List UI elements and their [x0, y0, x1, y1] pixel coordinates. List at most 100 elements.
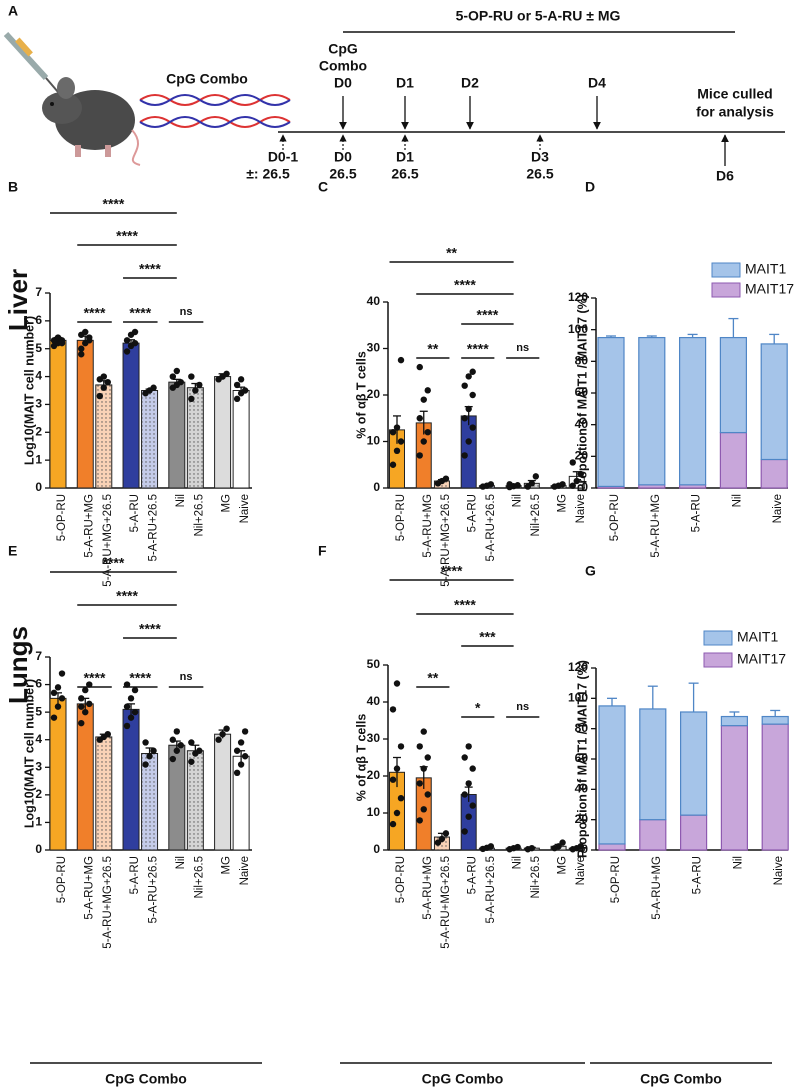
y-tick-label: 0	[373, 842, 380, 856]
data-point	[420, 396, 427, 403]
legend-label: MAIT1	[737, 629, 778, 645]
data-point	[54, 684, 62, 691]
y-tick-label: 0	[35, 480, 42, 494]
timeline-label: Combo	[319, 58, 367, 74]
panel-letter: E	[8, 543, 17, 559]
timeline-label: 26.5	[391, 166, 418, 182]
bar-segment	[719, 431, 748, 489]
x-tick-label: Naive	[773, 856, 785, 885]
panel-letter: B	[8, 179, 18, 195]
x-tick-label: Nil	[175, 494, 187, 507]
y-tick-label: 30	[367, 731, 381, 745]
bar	[95, 736, 113, 851]
bar-segment	[679, 814, 708, 851]
panel-letter: G	[585, 563, 596, 579]
x-tick-label: 5-A-RU+26.5	[485, 856, 497, 923]
y-tick-label: 10	[367, 434, 381, 448]
data-point	[393, 809, 401, 817]
panel-letter: F	[318, 543, 327, 559]
x-tick-label: 5-OP-RU	[610, 856, 622, 903]
data-point	[416, 452, 423, 459]
footer-label: CpG Combo	[105, 1071, 187, 1087]
panel-letter: D	[585, 179, 595, 195]
data-point	[104, 378, 111, 386]
data-point	[188, 758, 195, 765]
dna-illustration	[139, 94, 291, 128]
data-point	[131, 686, 139, 694]
significance-label: *	[475, 700, 481, 716]
significance-label: ****	[139, 261, 161, 277]
x-tick-label: 5-A-RU+26.5	[148, 856, 160, 923]
y-axis-label: Proportion of MAIT1 / MAIT17 (%)	[575, 294, 589, 492]
data-point	[127, 714, 135, 721]
data-point	[442, 475, 450, 482]
significance-label: ****	[84, 305, 106, 321]
data-point	[577, 470, 584, 478]
timeline-label: CpG	[328, 41, 358, 57]
data-point	[177, 378, 185, 386]
data-point	[420, 438, 427, 445]
x-tick-label: Nil+26.5	[530, 856, 542, 899]
data-point	[78, 703, 85, 710]
y-tick-label: 2	[35, 424, 42, 438]
significance-label: ****	[441, 563, 463, 579]
bar-segment	[639, 819, 667, 851]
legend-label: MAIT17	[737, 651, 786, 667]
y-tick-label: 2	[35, 787, 42, 801]
data-point	[397, 795, 405, 802]
treatment-label: 5-OP-RU or 5-A-RU ± MG	[456, 8, 621, 24]
y-tick-label: 5	[35, 341, 42, 355]
data-point	[424, 791, 431, 798]
bar	[232, 390, 250, 489]
significance-label: ns	[180, 306, 193, 318]
x-tick-label: 5-OP-RU	[609, 494, 621, 541]
timeline-label: Mice culled	[697, 86, 772, 102]
data-point	[424, 387, 431, 394]
data-point	[173, 747, 181, 754]
data-point	[465, 438, 472, 445]
data-point	[196, 381, 203, 389]
data-point	[78, 351, 85, 358]
data-point	[82, 328, 89, 336]
data-point	[86, 681, 93, 688]
data-point	[237, 739, 245, 746]
y-tick-label: 20	[575, 812, 589, 826]
data-point	[123, 703, 131, 710]
x-tick-label: Naive	[575, 494, 587, 523]
data-point	[131, 708, 139, 716]
x-tick-label: Nil	[512, 494, 524, 507]
x-tick-label: 5-A-RU	[129, 494, 141, 532]
data-point	[123, 722, 131, 730]
organ-label: Lungs	[3, 626, 33, 704]
x-tick-label: Nil+26.5	[193, 494, 205, 537]
x-tick-label: 5-OP-RU	[395, 494, 407, 541]
bar-segment	[598, 843, 626, 851]
bar-segment	[597, 336, 625, 488]
data-point	[169, 736, 177, 743]
significance-label: ****	[467, 341, 489, 357]
timeline-label: D1	[396, 149, 414, 165]
significance-label: ***	[479, 629, 496, 645]
data-point	[465, 373, 472, 380]
data-point	[196, 747, 203, 754]
y-tick-label: 50	[367, 657, 381, 671]
data-point	[393, 447, 401, 454]
y-tick-label: 3	[35, 397, 42, 411]
x-tick-label: 5-A-RU	[467, 494, 479, 532]
data-point	[142, 761, 149, 768]
bar	[186, 750, 204, 851]
bar-segment	[760, 458, 788, 489]
significance-label: ****	[116, 228, 138, 244]
data-point	[393, 680, 401, 687]
legend-swatch	[711, 282, 741, 298]
y-tick-label: 20	[367, 387, 381, 401]
timeline-label: D2	[461, 75, 479, 91]
data-point	[416, 363, 423, 371]
x-tick-label: 5-OP-RU	[56, 856, 68, 903]
data-point	[123, 681, 131, 688]
y-tick-label: 40	[575, 417, 589, 431]
data-point	[58, 695, 66, 702]
x-tick-label: Naive	[239, 494, 251, 523]
